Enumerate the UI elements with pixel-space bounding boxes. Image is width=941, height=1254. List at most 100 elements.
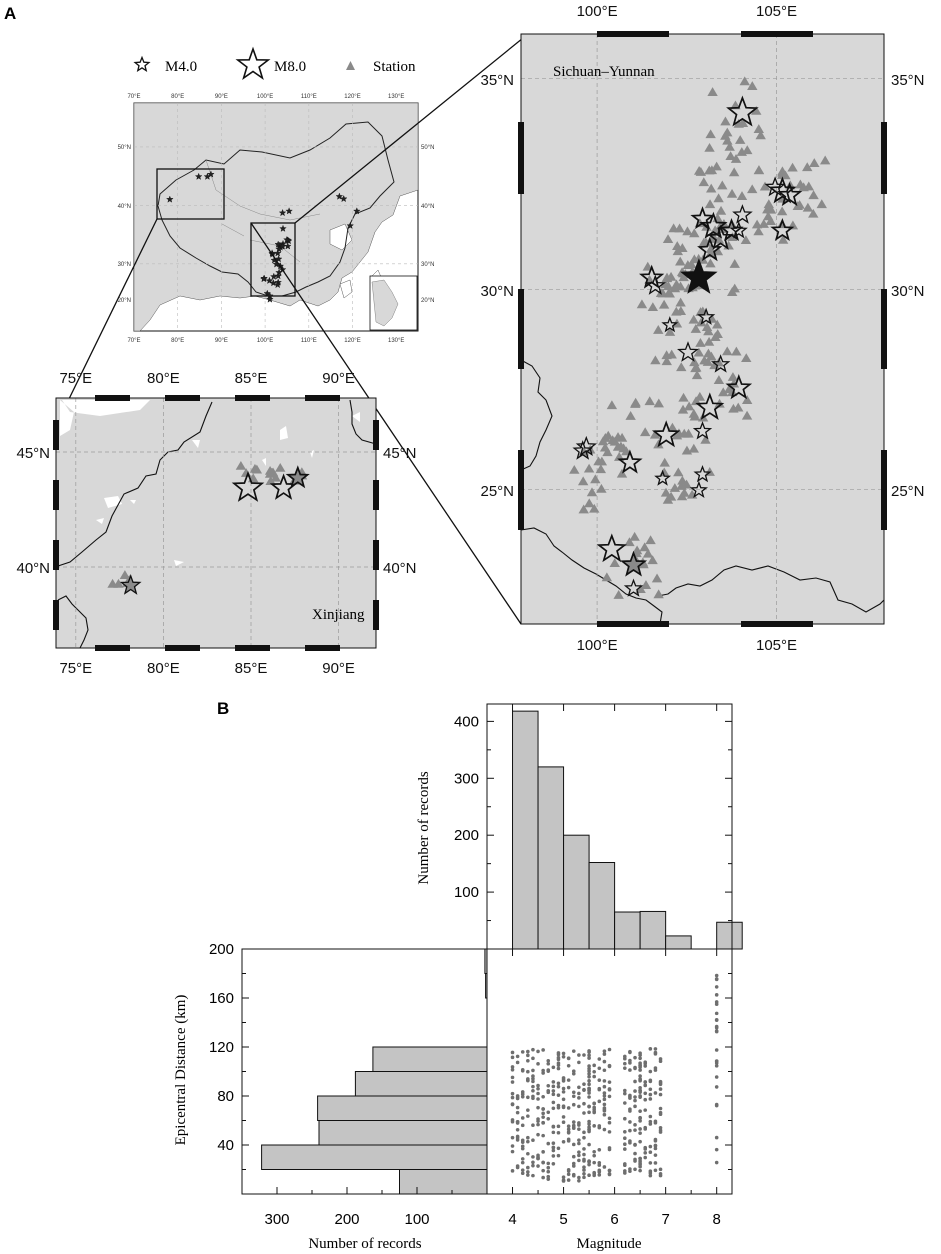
sy-station-icon: [675, 256, 686, 266]
scatter-point: [714, 985, 719, 989]
scatter-point: [643, 1108, 648, 1112]
scatter-point: [510, 1065, 515, 1069]
xj-station-icon: [265, 476, 276, 485]
scatter-point: [602, 1068, 607, 1073]
sy-event-star: [710, 354, 731, 373]
scatter-point: [571, 1125, 576, 1130]
scatter-point: [561, 1051, 566, 1056]
xj-station-icon: [251, 464, 263, 474]
scatter-point: [648, 1092, 653, 1097]
magnitude-histogram-ticks: 100 200 300 400: [454, 704, 732, 922]
scatter-point: [592, 1173, 596, 1178]
scatter-point: [577, 1158, 581, 1163]
sy-station-icon: [728, 167, 740, 177]
sy-station-icon: [747, 184, 758, 194]
sy-station-icon: [704, 199, 716, 209]
sy-station-icon: [723, 384, 735, 394]
scatter-point: [648, 1119, 653, 1124]
scatter-point: [623, 1091, 627, 1096]
scatter-point: [571, 1094, 576, 1099]
sy-station-icon: [696, 317, 707, 327]
sy-station-icon: [731, 346, 742, 356]
scatter-point: [536, 1105, 540, 1110]
scatter-point: [653, 1091, 658, 1095]
scatter-point: [510, 1135, 515, 1140]
overview-inset-land: [371, 279, 399, 327]
sy-station-icon: [762, 204, 773, 214]
sy-event-star: [707, 224, 734, 250]
sy-station-icon: [777, 234, 789, 244]
scatter-point: [592, 1069, 596, 1074]
scatter-point: [653, 1146, 658, 1151]
xj-station-icon: [264, 468, 276, 478]
sy-station-icon: [647, 555, 658, 565]
scatter-point: [623, 1056, 627, 1061]
sy-station-icon: [717, 180, 728, 190]
magnitude-bar: [588, 862, 616, 950]
scatter-point: [592, 1170, 596, 1175]
overview-tick-top-120: 120°E: [344, 94, 360, 100]
sy-event-star: [729, 221, 748, 239]
scatter-point: [571, 1173, 576, 1178]
scatter-xtick-label: 5: [559, 1211, 567, 1228]
sy-tick-bottom-100: 100°E: [577, 637, 618, 654]
scatter-point: [714, 1011, 719, 1016]
sy-station-icon: [753, 165, 765, 175]
scatter-point: [520, 1123, 525, 1128]
scatter-point: [577, 1085, 581, 1090]
scatter-point: [602, 1112, 607, 1117]
sy-station-icon: [688, 314, 699, 324]
scatter-point: [571, 1154, 576, 1159]
distance-hist-ytick-label: 160: [209, 990, 234, 1007]
sy-station-icon: [689, 254, 700, 264]
scatter-point: [597, 1173, 602, 1177]
sy-station-icon: [639, 542, 650, 552]
sy-event-star: [692, 421, 713, 440]
scatter-point: [566, 1124, 571, 1129]
zoom-connectors: [66, 33, 529, 625]
overview-event-star: [275, 268, 283, 276]
overview-tick-bottom-90: 90°E: [215, 338, 228, 344]
scatter-point: [536, 1083, 540, 1088]
sy-station-icon: [729, 258, 740, 268]
sy-station-icon: [707, 87, 718, 96]
scatter-point: [582, 1171, 586, 1176]
distance-histogram-xlabel: Number of records: [308, 1236, 421, 1252]
sy-station-icon: [683, 428, 694, 438]
sy-tick-right-25: 25°N: [891, 483, 925, 500]
legend-station-icon: [346, 61, 355, 70]
sy-station-icon: [602, 447, 613, 457]
scatter-point: [515, 1120, 520, 1124]
legend-large-star-label: M8.0: [274, 59, 306, 75]
sy-station-icon: [747, 81, 758, 91]
sy-station-icon: [808, 208, 819, 218]
sy-station-icon: [713, 375, 725, 385]
sy-station-icon: [735, 135, 746, 144]
scatter-point: [587, 1072, 591, 1076]
overview-tick-left-50: 50°N: [118, 145, 131, 151]
scatter-point: [638, 1131, 642, 1135]
scatter-point: [714, 1103, 719, 1108]
scatter-point: [561, 1120, 566, 1125]
scatter-point: [520, 1067, 525, 1072]
overview-event-star: [207, 170, 215, 178]
scatter-point: [714, 1018, 719, 1022]
sy-station-icon: [640, 580, 652, 589]
scatter-point: [515, 1138, 520, 1142]
sy-station-icon: [703, 336, 715, 346]
overview-event-star: [278, 208, 287, 217]
sy-station-icon: [705, 258, 716, 268]
xj-tick-right-40: 40°N: [383, 560, 417, 577]
scatter-point: [633, 1167, 637, 1172]
xj-station-icon: [270, 472, 281, 482]
scatter-point: [638, 1109, 642, 1113]
scatter-point: [653, 1168, 658, 1173]
scatter-point: [607, 1120, 612, 1125]
sy-station-icon: [715, 205, 727, 215]
scatter-point: [714, 1064, 719, 1068]
distance-bar: [261, 1144, 488, 1170]
scatter-point: [556, 1084, 561, 1089]
scatter-point: [536, 1119, 540, 1123]
sy-station-icon: [642, 548, 654, 558]
scatter-point: [587, 1104, 591, 1109]
